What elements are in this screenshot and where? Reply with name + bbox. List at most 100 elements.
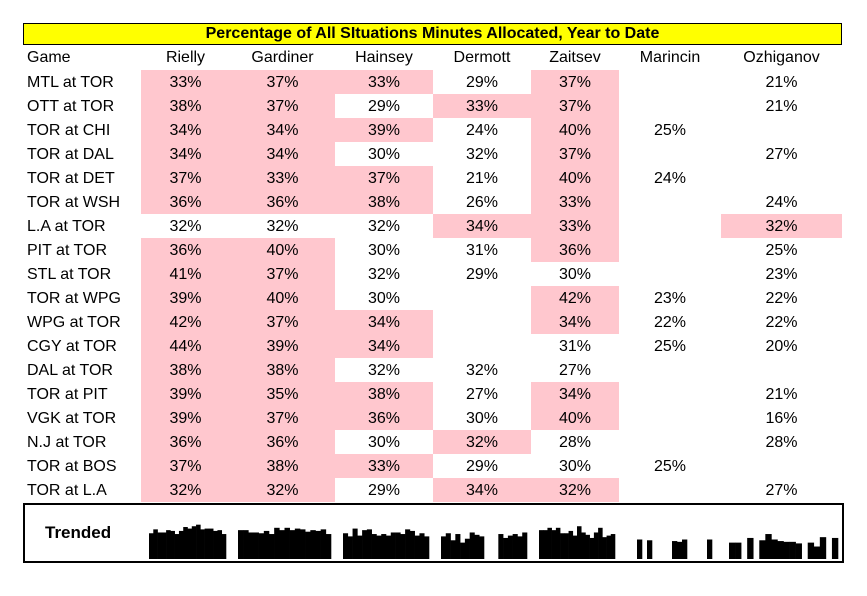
value-cell-dermott: 32% <box>433 430 531 454</box>
value-cell-dermott: 29% <box>465 74 499 91</box>
value-cell-gardiner: 37% <box>230 406 335 430</box>
value-cell-zaitsev: 40% <box>531 118 619 142</box>
game-cell: TOR at DET <box>27 170 115 187</box>
game-cell: DAL at TOR <box>27 362 113 379</box>
spark-bar <box>187 528 193 559</box>
value-cell-marincin <box>619 478 721 502</box>
spark-bar <box>598 527 603 559</box>
spark-bar <box>512 534 518 559</box>
game-cell: MTL at TOR <box>27 74 114 91</box>
value-cell-ozhiganov: 24% <box>765 194 798 211</box>
table-row: PIT at TOR 36% 40% 30% 31% 36% 25% <box>23 238 842 262</box>
value-cell-hainsey: 34% <box>335 334 433 358</box>
spark-bar <box>263 530 270 559</box>
sparkline-dermott <box>441 532 528 559</box>
value-cell-ozhiganov: 27% <box>765 482 798 499</box>
value-cell-hainsey: 33% <box>335 70 433 94</box>
value-cell-marincin <box>619 406 721 430</box>
value-cell-zaitsev: 34% <box>531 382 619 406</box>
value-cell-marincin <box>619 190 721 214</box>
value-cell-zaitsev: 30% <box>558 266 592 283</box>
spark-bar <box>543 530 548 559</box>
value-cell-gardiner: 32% <box>230 478 335 502</box>
spark-bar <box>479 536 485 559</box>
spark-bar <box>735 542 742 559</box>
table-row: TOR at BOS 37% 38% 33% 29% 30% 25% <box>23 454 842 478</box>
value-cell-hainsey: 29% <box>367 482 401 499</box>
sparkline-chart <box>149 524 839 559</box>
value-cell-ozhiganov: 22% <box>765 290 798 307</box>
value-cell-marincin <box>619 262 721 286</box>
spark-bar <box>320 529 327 559</box>
spark-bar <box>789 541 796 559</box>
spark-bar <box>315 530 321 559</box>
value-cell-dermott: 24% <box>465 122 499 139</box>
table-row: DAL at TOR 38% 38% 32% 32% 27% <box>23 358 842 382</box>
spark-bar <box>606 535 612 559</box>
spark-bar <box>577 526 582 559</box>
value-cell-dermott <box>433 334 531 358</box>
spark-bar <box>441 536 447 559</box>
game-cell: PIT at TOR <box>27 242 108 259</box>
value-cell-dermott: 21% <box>465 170 499 187</box>
column-header-rielly: Rielly <box>165 49 206 66</box>
value-cell-hainsey: 29% <box>367 98 401 115</box>
value-cell-gardiner: 37% <box>230 70 335 94</box>
spark-bar <box>166 530 171 559</box>
spark-bar <box>347 536 353 559</box>
value-cell-zaitsev: 40% <box>531 166 619 190</box>
spark-bar <box>464 538 470 559</box>
value-cell-ozhiganov: 21% <box>765 386 798 403</box>
spark-bar <box>424 536 430 559</box>
value-cell-hainsey: 30% <box>367 290 401 307</box>
spark-bar <box>610 534 616 559</box>
table-row: VGK at TOR 39% 37% 36% 30% 40% 16% <box>23 406 842 430</box>
sparkline-ozhiganov <box>729 534 839 559</box>
spark-bar <box>274 527 280 559</box>
spark-bar <box>564 533 569 559</box>
spark-bar <box>707 539 713 559</box>
value-cell-gardiner: 40% <box>230 286 335 310</box>
spark-bar <box>498 534 504 559</box>
value-cell-marincin <box>619 94 721 118</box>
value-cell-rielly: 36% <box>141 190 230 214</box>
spark-bar <box>161 532 167 559</box>
value-cell-ozhiganov: 21% <box>765 74 798 91</box>
value-cell-ozhiganov <box>721 118 842 142</box>
spark-bar <box>376 535 382 559</box>
spark-bar <box>460 542 466 559</box>
spark-bar <box>196 524 201 559</box>
game-cell: TOR at DAL <box>27 146 114 163</box>
spark-bar <box>183 527 188 559</box>
value-cell-rielly: 36% <box>141 430 230 454</box>
minutes-table: Game Rielly Gardiner Hainsey Dermott Zaitsev M… <box>23 46 842 502</box>
value-cell-dermott: 33% <box>433 94 531 118</box>
value-cell-marincin <box>619 142 721 166</box>
value-cell-rielly: 39% <box>141 406 230 430</box>
value-cell-gardiner: 38% <box>230 358 335 382</box>
value-cell-gardiner: 38% <box>230 454 335 478</box>
value-cell-gardiner: 36% <box>230 430 335 454</box>
spark-bar <box>455 534 461 559</box>
value-cell-marincin: 25% <box>653 338 687 355</box>
spark-bar <box>445 533 451 559</box>
table-row: TOR at L.A 32% 32% 29% 34% 32% 27% <box>23 478 842 502</box>
column-header-ozhiganov: Ozhiganov <box>743 49 820 66</box>
spark-bar <box>170 530 175 559</box>
spark-bar <box>204 528 210 559</box>
spark-bar <box>672 541 678 559</box>
value-cell-zaitsev: 28% <box>558 434 592 451</box>
spark-bar <box>572 535 578 559</box>
spark-bar <box>551 530 557 559</box>
trended-panel: Trended <box>23 503 844 563</box>
value-cell-rielly: 34% <box>141 118 230 142</box>
value-cell-hainsey: 39% <box>335 118 433 142</box>
spark-bar <box>539 530 544 559</box>
spark-bar <box>522 532 528 559</box>
spark-bar <box>386 535 392 559</box>
spark-bar <box>637 539 643 559</box>
spark-bar <box>269 534 275 559</box>
spark-bar <box>547 527 552 559</box>
game-cell: CGY at TOR <box>27 338 117 355</box>
value-cell-rielly: 37% <box>141 454 230 478</box>
